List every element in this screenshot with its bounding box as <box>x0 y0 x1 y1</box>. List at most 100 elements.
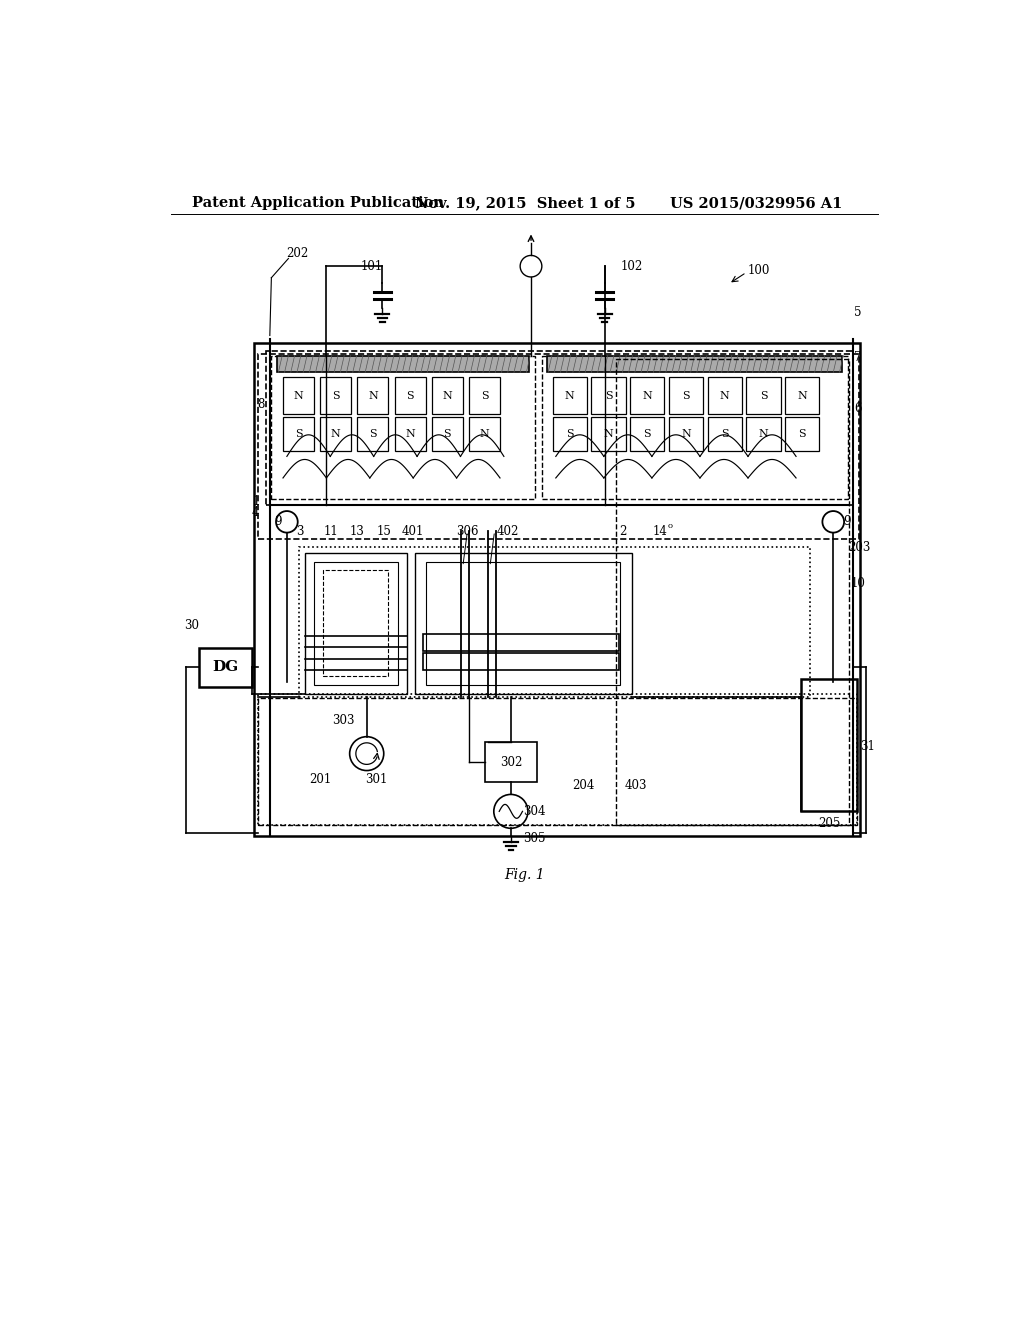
Bar <box>616 359 849 825</box>
Text: Fig. 1: Fig. 1 <box>505 867 545 882</box>
Bar <box>283 378 314 414</box>
Text: S: S <box>332 391 340 400</box>
Text: N: N <box>442 391 453 400</box>
Text: 4: 4 <box>251 506 259 519</box>
Text: S: S <box>682 391 690 400</box>
Text: N: N <box>681 429 691 440</box>
Text: N: N <box>479 429 489 440</box>
Bar <box>415 553 632 693</box>
Text: Patent Application Publication: Patent Application Publication <box>191 197 443 210</box>
Text: N: N <box>331 429 341 440</box>
Text: 202: 202 <box>286 247 308 260</box>
Text: DG: DG <box>213 660 239 675</box>
Bar <box>592 417 626 451</box>
Bar <box>394 417 426 451</box>
Text: S: S <box>295 429 302 440</box>
Text: 13: 13 <box>349 524 365 537</box>
Text: N: N <box>759 429 768 440</box>
Text: 201: 201 <box>309 772 332 785</box>
Text: S: S <box>643 429 651 440</box>
Bar <box>321 417 351 451</box>
Bar <box>324 570 388 676</box>
Text: 401: 401 <box>402 524 424 537</box>
Text: 102: 102 <box>621 260 643 273</box>
Bar <box>314 562 397 685</box>
Text: 303: 303 <box>332 714 354 727</box>
Bar <box>708 378 741 414</box>
Text: 2: 2 <box>618 524 626 537</box>
Bar <box>394 378 426 414</box>
Text: S: S <box>369 429 377 440</box>
Text: S: S <box>480 391 488 400</box>
Bar <box>630 417 665 451</box>
Bar <box>258 698 856 825</box>
Text: 3: 3 <box>296 524 304 537</box>
Bar <box>432 417 463 451</box>
Text: S: S <box>443 429 452 440</box>
Bar <box>592 378 626 414</box>
Text: 8: 8 <box>258 399 265 412</box>
Bar <box>423 635 620 651</box>
Text: 301: 301 <box>365 772 387 785</box>
Bar <box>669 417 703 451</box>
Text: Nov. 19, 2015  Sheet 1 of 5: Nov. 19, 2015 Sheet 1 of 5 <box>415 197 635 210</box>
Bar <box>426 562 621 685</box>
Bar <box>630 378 665 414</box>
Text: 9: 9 <box>844 515 851 528</box>
Text: 306: 306 <box>457 524 478 537</box>
Text: N: N <box>642 391 652 400</box>
Text: 9: 9 <box>274 515 282 528</box>
Text: 101: 101 <box>360 260 383 273</box>
Text: 15: 15 <box>376 524 391 537</box>
Text: N: N <box>720 391 730 400</box>
Bar <box>283 417 314 451</box>
Text: 403: 403 <box>625 779 647 792</box>
Text: 5: 5 <box>854 306 862 319</box>
Bar <box>785 378 819 414</box>
Text: 30: 30 <box>184 619 199 631</box>
Bar <box>547 355 842 372</box>
Text: S: S <box>566 429 573 440</box>
Text: 304: 304 <box>523 805 546 818</box>
Text: 204: 204 <box>572 779 595 792</box>
Text: 7: 7 <box>854 351 862 363</box>
Bar <box>266 351 853 506</box>
Text: 11: 11 <box>324 524 338 537</box>
Bar <box>271 356 535 499</box>
Bar <box>553 378 587 414</box>
Text: S: S <box>407 391 414 400</box>
Text: 10: 10 <box>851 577 865 590</box>
Bar <box>321 378 351 414</box>
Text: N: N <box>603 429 613 440</box>
Bar <box>746 378 780 414</box>
Bar <box>669 378 703 414</box>
Text: S: S <box>799 429 806 440</box>
Bar <box>542 356 848 499</box>
Text: N: N <box>798 391 807 400</box>
Text: N: N <box>294 391 303 400</box>
Bar <box>258 354 859 539</box>
Text: 205: 205 <box>818 817 841 830</box>
Text: 31: 31 <box>860 741 876 754</box>
Text: N: N <box>368 391 378 400</box>
Bar <box>708 417 741 451</box>
Text: 402: 402 <box>497 524 519 537</box>
Bar <box>254 343 860 836</box>
Text: S: S <box>760 391 767 400</box>
Text: N: N <box>406 429 415 440</box>
Bar <box>785 417 819 451</box>
Bar <box>746 417 780 451</box>
Text: 305: 305 <box>523 832 546 845</box>
Bar <box>258 694 856 825</box>
Bar <box>200 648 252 686</box>
Text: 302: 302 <box>500 755 522 768</box>
Bar <box>432 378 463 414</box>
Bar <box>305 553 407 693</box>
Bar <box>357 378 388 414</box>
Text: S: S <box>721 429 728 440</box>
Bar <box>299 548 810 697</box>
Bar <box>469 417 500 451</box>
Bar <box>484 742 538 781</box>
Text: 1: 1 <box>252 495 259 508</box>
Bar <box>276 355 529 372</box>
